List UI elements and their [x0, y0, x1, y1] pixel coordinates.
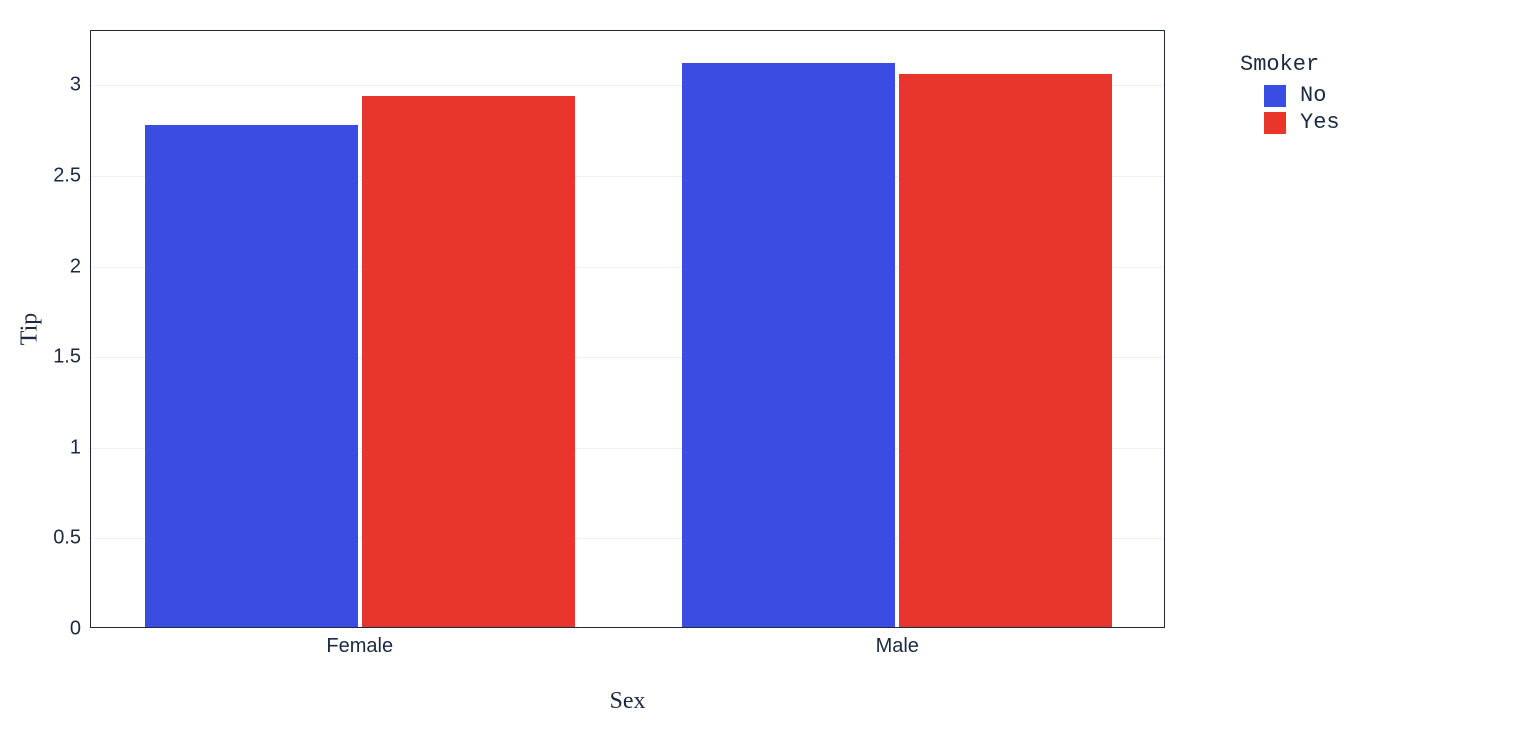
- legend-swatch: [1264, 112, 1286, 134]
- bar: [899, 74, 1112, 627]
- legend-item[interactable]: Yes: [1240, 110, 1340, 135]
- x-axis-title: Sex: [610, 688, 646, 715]
- y-tick-label: 0.5: [53, 527, 91, 550]
- legend: Smoker NoYes: [1240, 52, 1340, 137]
- x-tick-label: Male: [876, 627, 919, 658]
- x-tick-label: Female: [326, 627, 393, 658]
- y-tick-label: 2: [70, 255, 91, 278]
- y-axis-title: Tip: [17, 313, 44, 345]
- y-tick-label: 3: [70, 74, 91, 97]
- y-tick-label: 2.5: [53, 164, 91, 187]
- y-tick-label: 0: [70, 618, 91, 641]
- bar: [682, 63, 895, 627]
- legend-swatch: [1264, 85, 1286, 107]
- bar: [362, 96, 575, 627]
- y-tick-label: 1: [70, 436, 91, 459]
- bar: [145, 125, 358, 627]
- plot-area: 00.511.522.53FemaleMale: [90, 30, 1165, 628]
- chart-container: 00.511.522.53FemaleMale Tip Sex Smoker N…: [0, 0, 1532, 740]
- legend-label: Yes: [1300, 110, 1340, 135]
- legend-label: No: [1300, 83, 1326, 108]
- legend-item[interactable]: No: [1240, 83, 1340, 108]
- legend-title: Smoker: [1240, 52, 1340, 77]
- y-tick-label: 1.5: [53, 346, 91, 369]
